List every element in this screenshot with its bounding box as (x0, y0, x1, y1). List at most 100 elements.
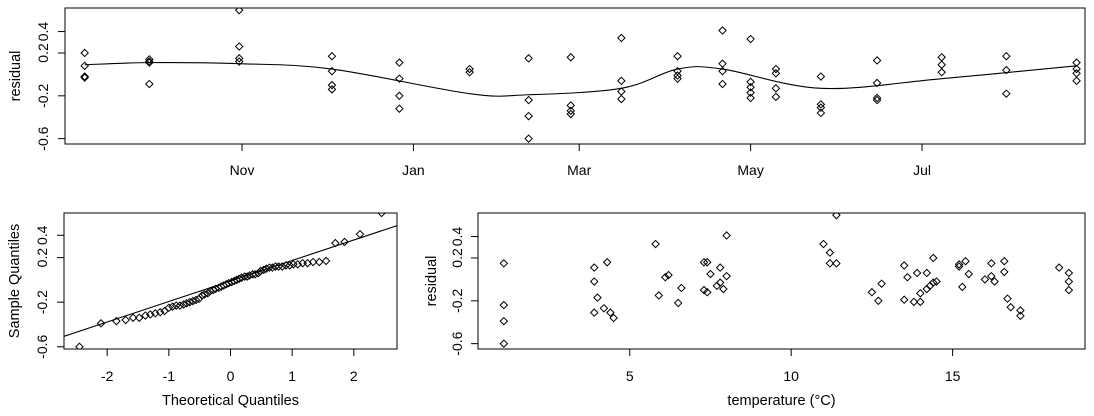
data-point (937, 52, 947, 62)
data-point (722, 231, 731, 240)
data-point (285, 261, 295, 270)
data-point (234, 8, 244, 15)
data-point (141, 311, 150, 320)
data-point (377, 213, 386, 218)
data-point (677, 283, 686, 293)
data-point (340, 237, 349, 247)
x-tick-label: Mar (567, 162, 591, 178)
y-tick-label: -0.6 (449, 331, 465, 355)
data-point (96, 319, 106, 328)
data-point (816, 103, 826, 112)
data-point (874, 296, 883, 306)
y-tick-label: -0.6 (34, 334, 50, 358)
data-point (308, 257, 318, 267)
data-point (271, 262, 280, 271)
data-point (331, 238, 340, 248)
data-point (234, 54, 244, 63)
data-point (816, 72, 826, 81)
data-point (599, 303, 609, 313)
plot-area (80, 8, 1081, 143)
time-residual-panel: Nov Jan Mar May Jul -0.6 -0.2 0.20.4 residual (8, 7, 1086, 178)
x-tick-label: May (737, 162, 763, 178)
data-point (746, 77, 755, 87)
y-tick-label: 0.4 (35, 22, 51, 42)
smooth-trend-line (84, 62, 1077, 97)
data-point (234, 57, 244, 66)
data-point (112, 316, 121, 326)
data-point (524, 54, 533, 63)
data-point (281, 261, 291, 270)
y-tick-label: -0.2 (34, 290, 50, 314)
data-point (171, 301, 181, 310)
x-tick-label: -2 (101, 368, 114, 384)
data-point (289, 259, 298, 269)
data-point (718, 66, 727, 76)
data-point (706, 269, 715, 279)
data-point (589, 277, 599, 286)
data-point (673, 74, 682, 83)
data-point (771, 84, 781, 93)
data-point (499, 339, 509, 348)
data-point (128, 313, 138, 323)
data-point (1006, 302, 1016, 312)
data-point (909, 297, 919, 307)
data-point (155, 307, 165, 317)
y-tick-label: -0.6 (35, 126, 51, 150)
data-point (987, 259, 996, 268)
data-point (916, 289, 925, 298)
data-point (718, 59, 727, 68)
data-point (179, 300, 188, 309)
data-point (194, 294, 204, 304)
data-point (651, 239, 660, 249)
data-point (899, 295, 909, 305)
data-point (314, 257, 324, 267)
x-tick-label: Jan (402, 162, 425, 178)
data-point (150, 309, 160, 318)
data-point (274, 262, 283, 271)
data-point (146, 310, 155, 319)
data-point (877, 279, 886, 288)
data-point (816, 100, 826, 109)
data-point (200, 290, 209, 299)
data-point (188, 296, 198, 306)
x-axis-title: temperature (°C) (727, 393, 835, 409)
plot-frame (64, 7, 1086, 145)
data-point (617, 94, 626, 104)
y-tick-label: 0.2 (34, 248, 50, 268)
data-point (654, 291, 664, 300)
data-point (327, 51, 337, 61)
data-point (1003, 294, 1012, 303)
data-point (250, 270, 260, 279)
data-point (819, 239, 828, 249)
data-point (832, 259, 841, 268)
data-point (1072, 64, 1081, 74)
data-point (958, 282, 967, 292)
plot-area (499, 213, 1074, 348)
data-point (499, 316, 509, 326)
data-point (203, 288, 212, 298)
data-point (673, 71, 682, 80)
data-point (121, 315, 130, 325)
data-point (75, 342, 84, 349)
data-point (825, 248, 835, 257)
data-point (922, 268, 932, 278)
data-point (524, 95, 533, 105)
data-point (499, 300, 509, 310)
data-point (954, 260, 964, 269)
data-point (1002, 89, 1011, 98)
data-point (964, 269, 974, 279)
x-tick-label: 0 (227, 368, 235, 384)
data-point (465, 67, 474, 77)
y-axis-title: Sample Quantiles (7, 224, 23, 338)
temperature-residual-panel: 5 10 15 -0.6 -0.2 0.20.4 residual temperature (… (424, 212, 1086, 409)
data-point (718, 26, 727, 35)
data-point (872, 93, 882, 103)
data-point (168, 302, 177, 311)
data-point (327, 66, 337, 76)
data-point (702, 257, 712, 267)
data-point (722, 271, 731, 281)
plot-frame (477, 212, 1086, 350)
data-point (524, 111, 533, 121)
data-point (395, 74, 404, 83)
